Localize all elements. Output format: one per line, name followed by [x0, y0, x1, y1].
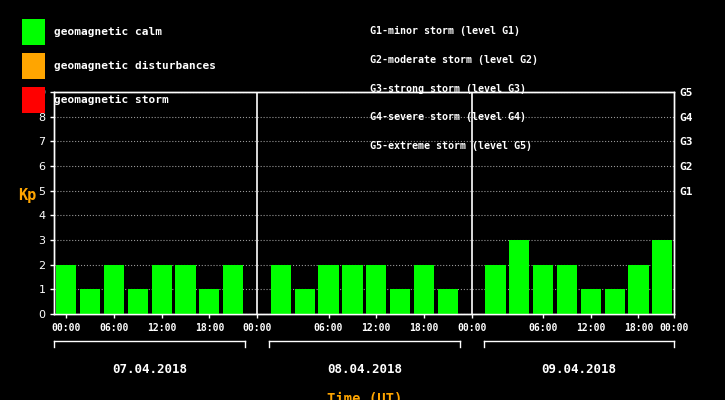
Text: G2-moderate storm (level G2): G2-moderate storm (level G2)	[370, 55, 538, 65]
Text: G1-minor storm (level G1): G1-minor storm (level G1)	[370, 26, 520, 36]
Bar	[223, 265, 244, 314]
Text: 09.04.2018: 09.04.2018	[542, 363, 616, 376]
Text: 08.04.2018: 08.04.2018	[327, 363, 402, 376]
Y-axis label: Kp: Kp	[18, 188, 36, 203]
Bar	[342, 265, 362, 314]
Bar	[390, 289, 410, 314]
Bar	[652, 240, 673, 314]
Bar	[581, 289, 601, 314]
Bar	[485, 265, 505, 314]
Bar	[509, 240, 529, 314]
Bar	[104, 265, 124, 314]
Bar	[294, 289, 315, 314]
Bar	[128, 289, 148, 314]
Bar	[175, 265, 196, 314]
Text: G3-strong storm (level G3): G3-strong storm (level G3)	[370, 84, 526, 94]
Bar	[533, 265, 553, 314]
Bar	[629, 265, 649, 314]
Bar	[438, 289, 458, 314]
Bar	[152, 265, 172, 314]
Text: Time (UT): Time (UT)	[327, 392, 402, 400]
Bar	[56, 265, 76, 314]
Bar	[318, 265, 339, 314]
Bar	[80, 289, 100, 314]
Text: geomagnetic disturbances: geomagnetic disturbances	[54, 61, 215, 71]
Text: G4-severe storm (level G4): G4-severe storm (level G4)	[370, 112, 526, 122]
Bar	[605, 289, 625, 314]
Text: geomagnetic calm: geomagnetic calm	[54, 27, 162, 37]
Text: geomagnetic storm: geomagnetic storm	[54, 95, 168, 105]
Bar	[366, 265, 386, 314]
Bar	[199, 289, 220, 314]
Bar	[557, 265, 577, 314]
Text: 07.04.2018: 07.04.2018	[112, 363, 187, 376]
Text: G5-extreme storm (level G5): G5-extreme storm (level G5)	[370, 141, 531, 151]
Bar	[414, 265, 434, 314]
Bar	[270, 265, 291, 314]
